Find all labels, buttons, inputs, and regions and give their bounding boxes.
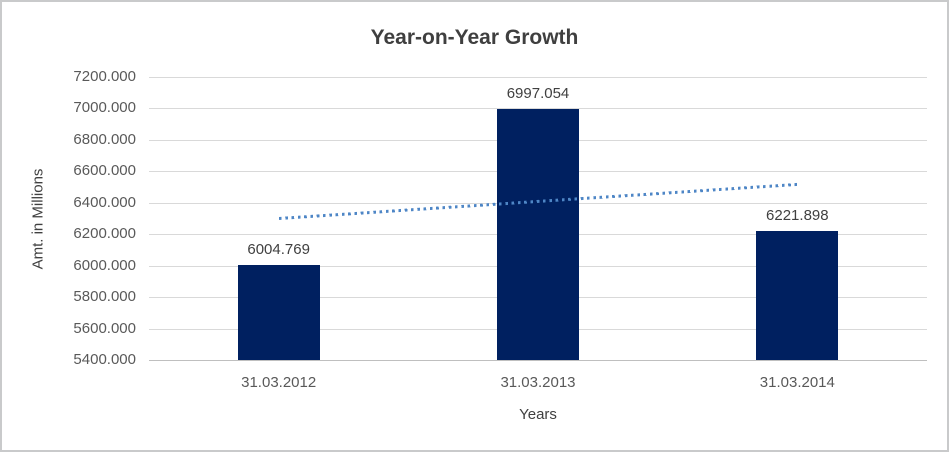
- bar-value-label: 6004.769: [247, 240, 310, 258]
- y-tick-label: 7000.000: [73, 99, 136, 117]
- y-axis-title: Amt. in Millions: [29, 168, 47, 269]
- y-tick-label: 6000.000: [73, 256, 136, 274]
- bar: [756, 230, 839, 360]
- y-tick-label: 7200.000: [73, 68, 136, 85]
- chart-title: Year-on-Year Growth: [370, 26, 579, 49]
- x-axis-title: Years: [519, 406, 557, 423]
- gridline: [149, 77, 927, 78]
- bar: [237, 264, 320, 360]
- x-category-label: 31.03.2013: [500, 374, 576, 391]
- x-category-label: 31.03.2012: [241, 374, 317, 391]
- y-tick-label: 6800.000: [73, 130, 136, 148]
- bar-value-label: 6221.898: [766, 206, 829, 224]
- plot-area: 6004.769 6997.054 6221.898: [149, 77, 927, 361]
- y-tick-label: 6200.000: [73, 225, 136, 243]
- y-tick-label: 6400.000: [73, 193, 136, 211]
- y-tick-label: 5800.000: [73, 288, 136, 306]
- y-tick-label: 5400.000: [73, 351, 136, 368]
- y-tick-label: 5600.000: [73, 319, 136, 337]
- gridline: [149, 360, 927, 361]
- bar-value-label: 6997.054: [506, 84, 570, 102]
- y-tick-label: 6600.000: [73, 162, 136, 180]
- x-category-label: 31.03.2014: [759, 374, 835, 391]
- bar: [497, 108, 579, 360]
